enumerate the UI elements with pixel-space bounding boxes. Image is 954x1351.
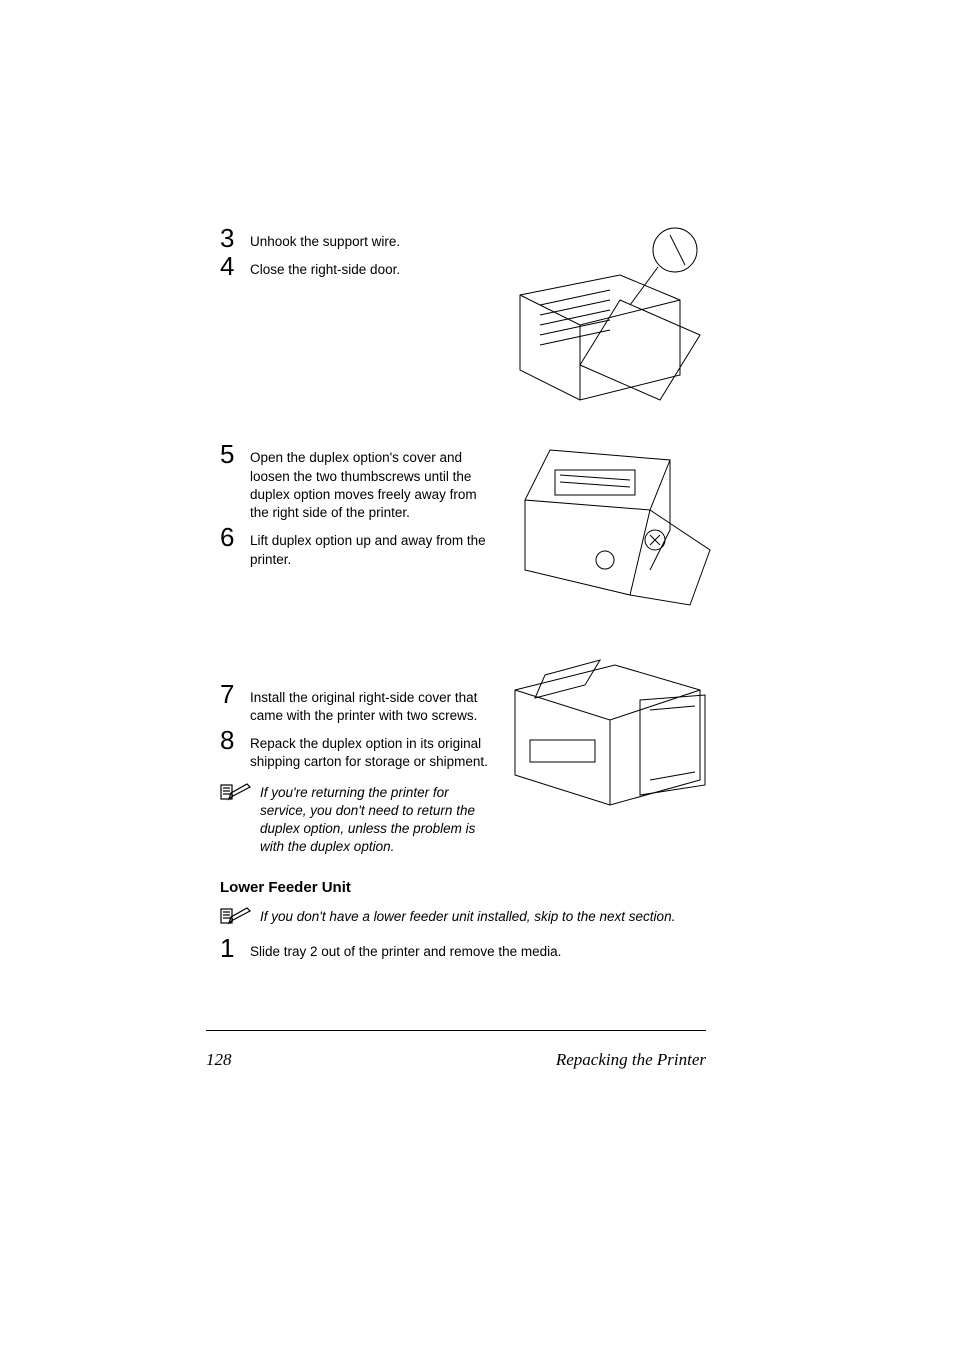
- step-number: 6: [220, 524, 250, 550]
- step-1b: 1 Slide tray 2 out of the printer and re…: [220, 935, 730, 961]
- step-text: Open the duplex option's cover and loose…: [250, 441, 490, 522]
- page-body: 3 Unhook the support wire. 4 Close the r…: [220, 225, 730, 963]
- note-icon: [220, 906, 260, 931]
- step-text: Install the original right-side cover th…: [250, 681, 490, 725]
- note-1: If you're returning the printer for serv…: [220, 782, 730, 857]
- step-text: Repack the duplex option in its original…: [250, 727, 490, 771]
- step-number: 1: [220, 935, 250, 961]
- step-number: 7: [220, 681, 250, 707]
- step-text: Slide tray 2 out of the printer and remo…: [250, 935, 730, 961]
- step-text: Unhook the support wire.: [250, 225, 490, 251]
- footer-rule: [206, 1030, 706, 1031]
- step-4: 4 Close the right-side door.: [220, 253, 730, 279]
- note-2: If you don't have a lower feeder unit in…: [220, 906, 730, 931]
- step-text: Close the right-side door.: [250, 253, 490, 279]
- page-number: 128: [206, 1050, 232, 1070]
- footer-title: Repacking the Printer: [556, 1050, 706, 1070]
- step-7: 7 Install the original right-side cover …: [220, 681, 730, 725]
- step-number: 4: [220, 253, 250, 279]
- step-3: 3 Unhook the support wire.: [220, 225, 730, 251]
- step-number: 3: [220, 225, 250, 251]
- note-text: If you don't have a lower feeder unit in…: [260, 906, 730, 926]
- step-number: 5: [220, 441, 250, 467]
- section-heading: Lower Feeder Unit: [220, 879, 730, 896]
- step-8: 8 Repack the duplex option in its origin…: [220, 727, 730, 771]
- note-text: If you're returning the printer for serv…: [260, 782, 485, 857]
- step-number: 8: [220, 727, 250, 753]
- note-icon: [220, 782, 260, 807]
- step-5: 5 Open the duplex option's cover and loo…: [220, 441, 730, 522]
- step-6: 6 Lift duplex option up and away from th…: [220, 524, 730, 568]
- step-text: Lift duplex option up and away from the …: [250, 524, 490, 568]
- page-footer: 128 Repacking the Printer: [206, 1050, 706, 1070]
